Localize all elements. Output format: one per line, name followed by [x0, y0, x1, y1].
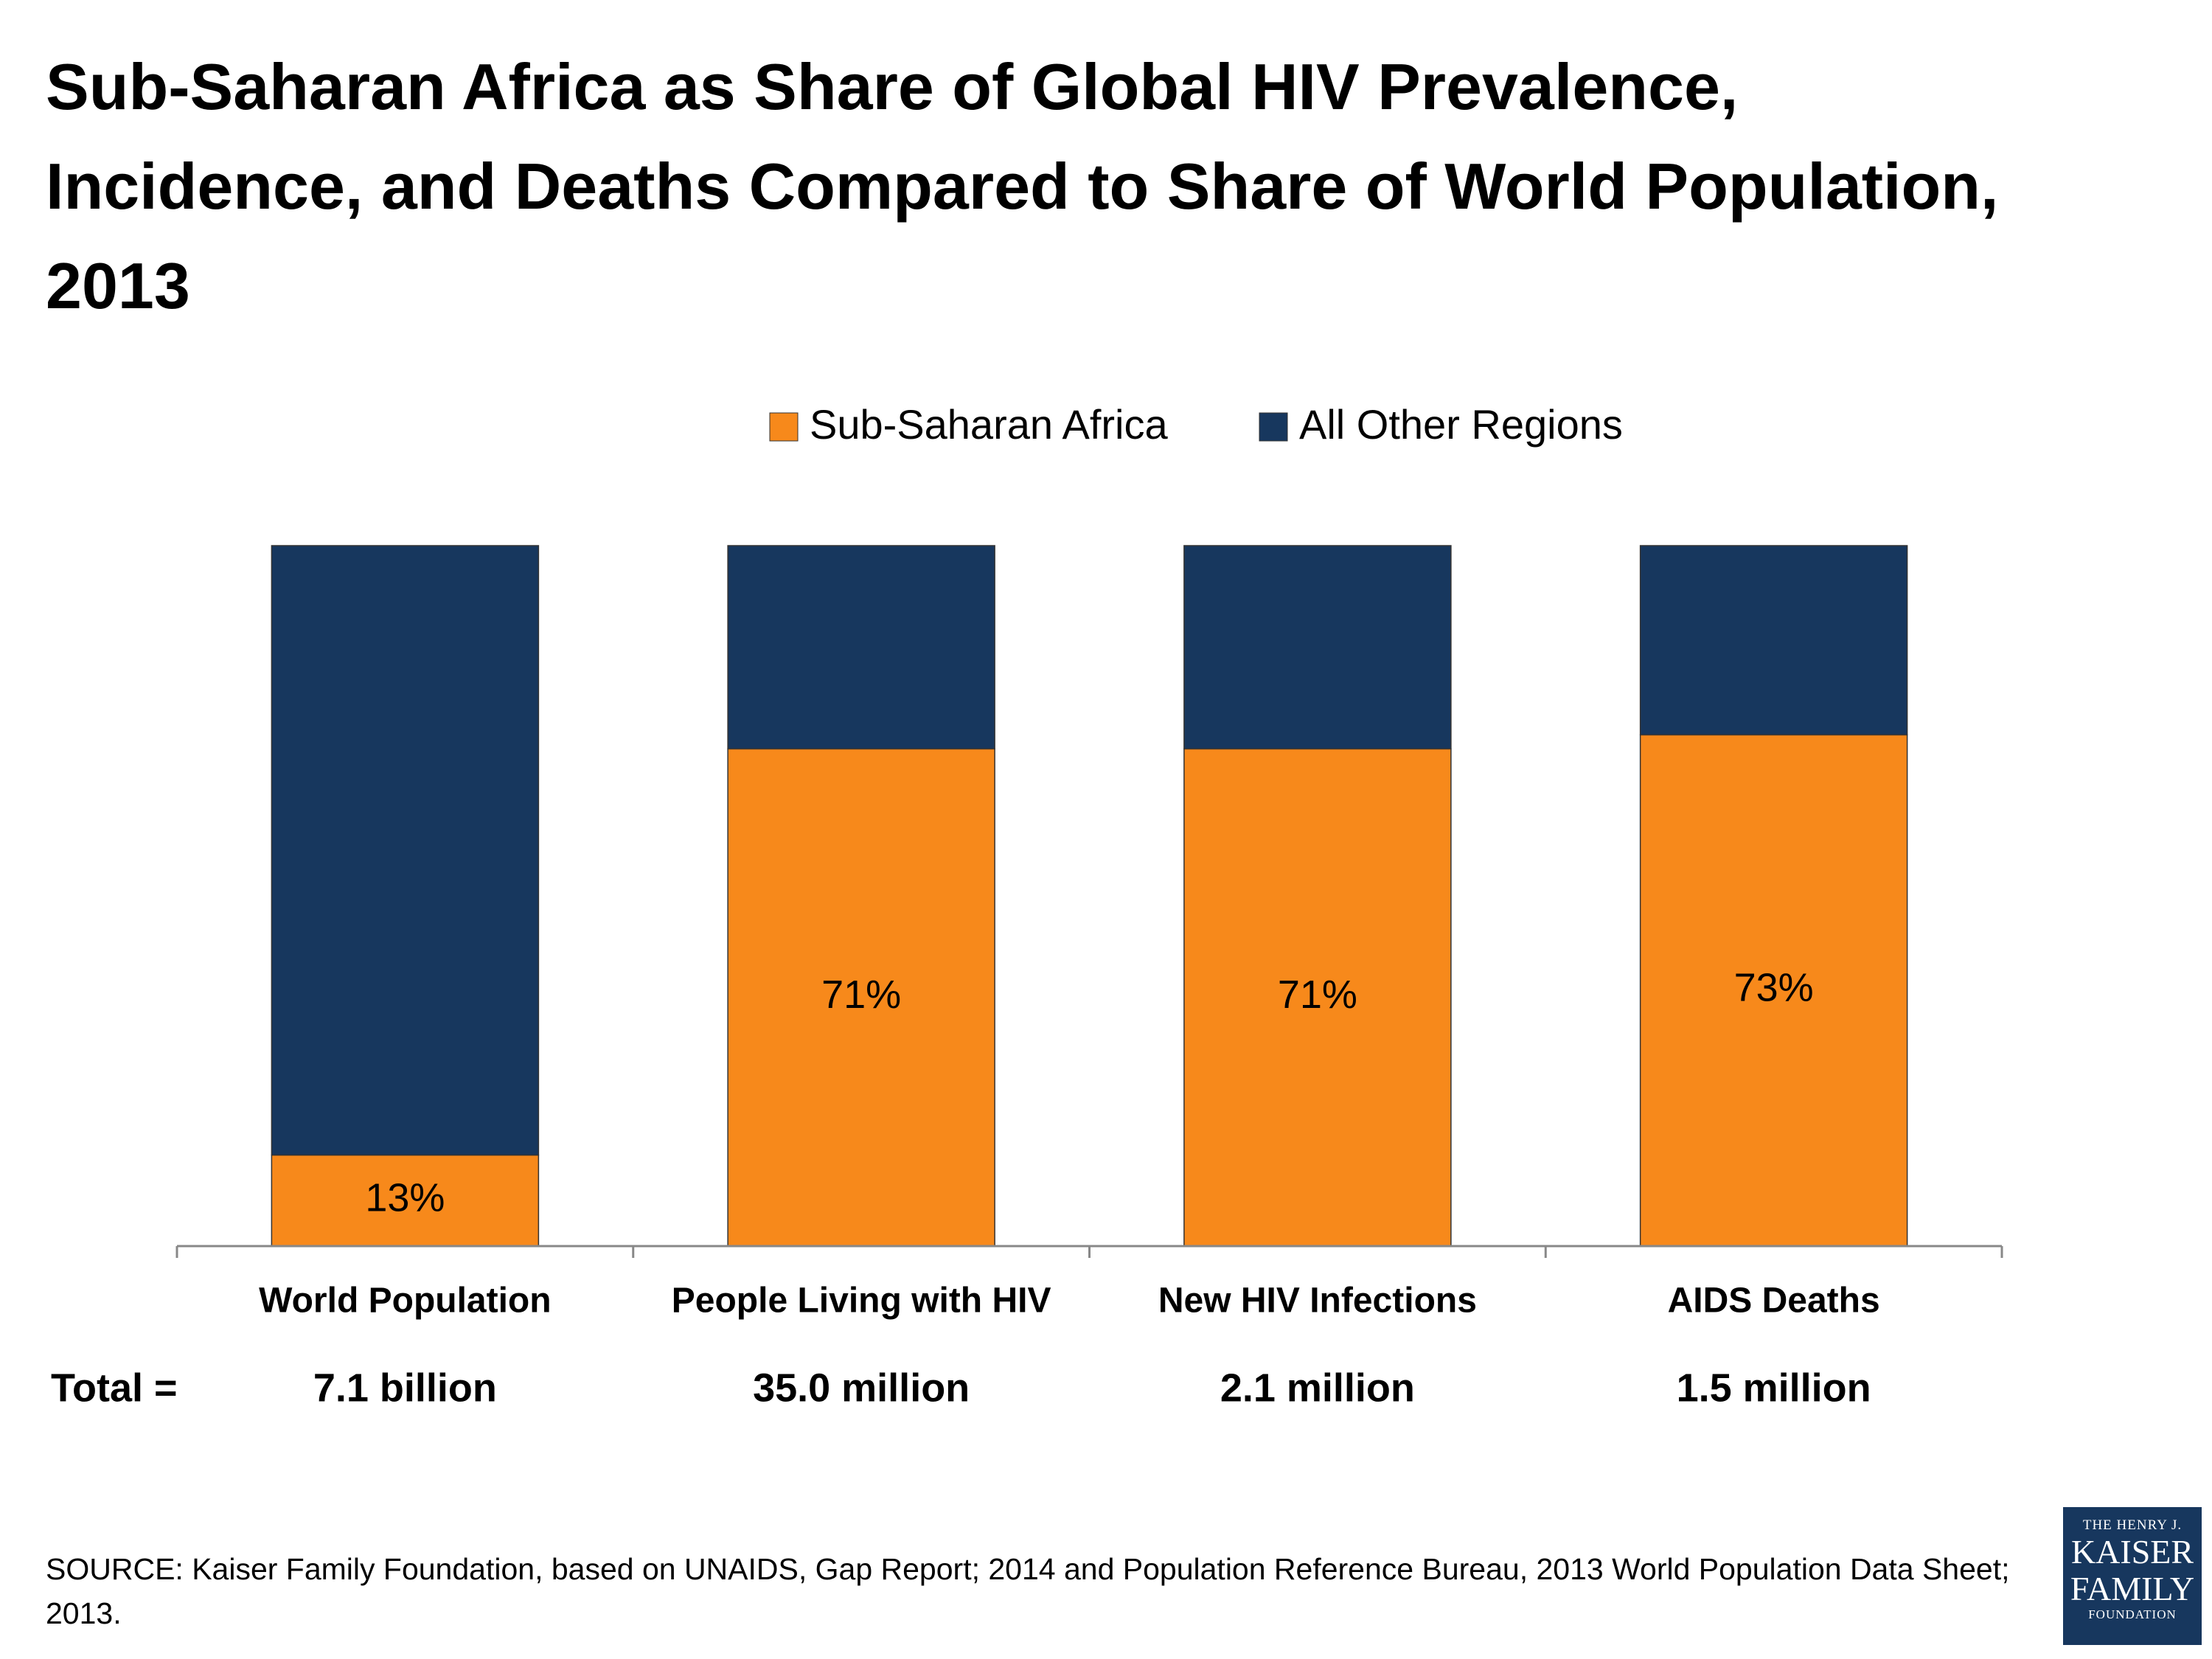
x-tick-label: People Living with HIV [672, 1281, 1051, 1321]
value-label: 71% [1278, 973, 1357, 1017]
bar-segment [1639, 734, 1908, 1247]
legend-label: All Other Regions [1299, 401, 1623, 448]
bar-segment [1639, 545, 1908, 736]
x-tick-label: World Population [259, 1281, 551, 1321]
value-label: 73% [1734, 966, 1814, 1010]
total-label: 7.1 billion [313, 1366, 497, 1410]
total-label: 1.5 million [1677, 1366, 1871, 1410]
logo-text: FOUNDATION [2088, 1607, 2177, 1621]
logo-text: KAISER [2070, 1533, 2194, 1571]
bar-segment [727, 748, 995, 1247]
logo-text: THE HENRY J. [2082, 1517, 2183, 1533]
logo: THE HENRY J. KAISER FAMILY FOUNDATION [2063, 1507, 2202, 1645]
legend-swatch [769, 412, 799, 442]
totals-title: Total = [51, 1366, 178, 1410]
x-tick-label: New HIV Infections [1158, 1281, 1477, 1321]
bar-segment [1183, 748, 1452, 1247]
bar-segment [271, 1154, 540, 1247]
legend-label: Sub-Saharan Africa [810, 401, 1168, 448]
chart-title: Sub-Saharan Africa as Share of Global HI… [46, 50, 1999, 322]
value-label: 13% [365, 1176, 445, 1220]
legend-swatch [1259, 412, 1288, 442]
logo-text: FAMILY [2070, 1570, 2195, 1607]
source-note: SOURCE: Kaiser Family Foundation, based … [46, 1552, 2010, 1630]
bar-segment [271, 545, 540, 1156]
total-label: 35.0 million [753, 1366, 970, 1410]
x-tick-label: AIDS Deaths [1668, 1281, 1880, 1321]
value-label: 71% [821, 973, 901, 1017]
bar-segment [1183, 545, 1452, 750]
bar-segment [727, 545, 995, 750]
total-label: 2.1 million [1220, 1366, 1415, 1410]
